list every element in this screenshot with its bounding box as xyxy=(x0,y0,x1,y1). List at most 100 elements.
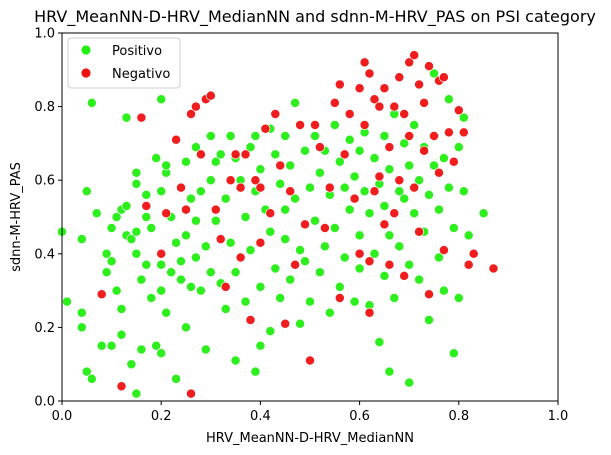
point-positivo-93 xyxy=(265,226,276,237)
point-positivo-99 xyxy=(280,131,291,141)
point-negativo-1 xyxy=(116,381,127,392)
point-negativo-72 xyxy=(414,226,425,237)
point-positivo-157 xyxy=(414,175,425,186)
y-tick-label-5: 1.0 xyxy=(34,27,55,42)
x-tick-label-0: 0.0 xyxy=(52,409,73,424)
point-positivo-52 xyxy=(176,256,186,267)
point-negativo-54 xyxy=(369,186,380,197)
x-tick-label-2: 0.4 xyxy=(250,409,271,424)
point-positivo-51 xyxy=(171,373,182,384)
point-negativo-85 xyxy=(458,127,469,138)
point-positivo-26 xyxy=(131,167,142,178)
y-tick-label-4: 0.8 xyxy=(34,100,55,115)
point-negativo-56 xyxy=(374,171,385,182)
point-positivo-41 xyxy=(156,186,167,197)
point-positivo-60 xyxy=(190,215,201,226)
point-negativo-25 xyxy=(255,182,266,193)
x-tick-label-3: 0.6 xyxy=(349,409,370,424)
point-positivo-46 xyxy=(161,160,172,171)
point-negativo-63 xyxy=(394,72,405,83)
point-positivo-85 xyxy=(250,131,261,141)
point-positivo-141 xyxy=(379,131,390,141)
point-positivo-74 xyxy=(220,304,231,314)
point-negativo-20 xyxy=(235,182,246,193)
point-negativo-70 xyxy=(409,182,420,193)
point-positivo-42 xyxy=(156,259,167,270)
point-negativo-26 xyxy=(255,237,266,248)
point-negativo-64 xyxy=(394,175,405,186)
point-positivo-48 xyxy=(166,267,177,278)
point-positivo-155 xyxy=(409,208,420,219)
point-negativo-8 xyxy=(181,204,191,215)
point-positivo-9 xyxy=(91,208,102,219)
point-negativo-27 xyxy=(260,123,271,134)
point-positivo-97 xyxy=(275,178,286,189)
point-negativo-67 xyxy=(404,57,415,68)
point-positivo-70 xyxy=(210,215,221,226)
point-negativo-50 xyxy=(359,120,370,130)
point-negativo-60 xyxy=(384,259,395,270)
point-negativo-24 xyxy=(250,175,261,186)
point-positivo-38 xyxy=(151,340,162,351)
point-positivo-132 xyxy=(354,263,365,274)
point-positivo-83 xyxy=(245,142,256,153)
point-positivo-109 xyxy=(300,256,310,267)
point-positivo-106 xyxy=(295,245,306,256)
point-positivo-174 xyxy=(453,293,464,303)
y-axis-label: sdnn-M-HRV_PAS xyxy=(9,162,24,272)
point-negativo-53 xyxy=(369,94,380,105)
point-negativo-37 xyxy=(310,120,320,130)
point-negativo-76 xyxy=(424,289,434,300)
point-positivo-43 xyxy=(156,285,167,296)
point-negativo-9 xyxy=(186,109,196,119)
point-negativo-30 xyxy=(275,160,286,171)
point-positivo-169 xyxy=(443,182,454,193)
point-positivo-28 xyxy=(131,248,142,259)
point-positivo-147 xyxy=(389,293,400,303)
point-positivo-173 xyxy=(453,142,464,153)
point-negativo-61 xyxy=(389,101,400,112)
point-negativo-23 xyxy=(245,315,256,325)
x-axis: 0.0 0.2 0.4 0.6 0.8 1.0 xyxy=(52,401,568,424)
y-tick-label-3: 0.6 xyxy=(34,174,55,189)
point-negativo-21 xyxy=(235,252,246,263)
point-negativo-40 xyxy=(324,182,335,193)
point-positivo-138 xyxy=(369,248,380,259)
point-positivo-76 xyxy=(225,237,236,248)
legend: Positivo Negativo xyxy=(67,37,181,89)
point-positivo-179 xyxy=(384,366,395,377)
legend-marker-negativo xyxy=(80,67,92,79)
point-positivo-117 xyxy=(319,241,330,252)
point-positivo-84 xyxy=(245,245,256,256)
point-positivo-125 xyxy=(339,252,350,263)
point-negativo-45 xyxy=(344,109,355,119)
y-axis: 0.0 0.2 0.4 0.6 0.8 1.0 xyxy=(34,27,62,410)
point-positivo-82 xyxy=(240,296,251,307)
point-positivo-36 xyxy=(146,223,157,233)
point-positivo-121 xyxy=(329,223,340,233)
point-negativo-34 xyxy=(295,120,306,130)
point-positivo-124 xyxy=(339,182,350,193)
point-positivo-78 xyxy=(230,267,241,278)
point-positivo-20 xyxy=(116,329,127,340)
point-negativo-11 xyxy=(190,101,201,112)
point-positivo-164 xyxy=(429,68,439,79)
point-negativo-57 xyxy=(379,83,390,94)
point-negativo-6 xyxy=(171,134,182,145)
legend-label-negativo: Negativo xyxy=(112,67,170,82)
point-positivo-62 xyxy=(195,186,206,197)
point-positivo-2 xyxy=(76,234,87,245)
point-positivo-172 xyxy=(448,348,459,359)
point-positivo-158 xyxy=(414,274,425,285)
point-negativo-12 xyxy=(195,149,206,160)
point-positivo-4 xyxy=(76,322,87,333)
point-negativo-62 xyxy=(389,208,400,219)
point-positivo-61 xyxy=(190,252,201,263)
point-positivo-161 xyxy=(424,189,434,200)
point-positivo-128 xyxy=(349,171,360,182)
point-negativo-65 xyxy=(399,109,410,119)
point-positivo-31 xyxy=(136,274,147,285)
point-positivo-69 xyxy=(210,156,221,167)
point-negativo-73 xyxy=(419,97,430,108)
